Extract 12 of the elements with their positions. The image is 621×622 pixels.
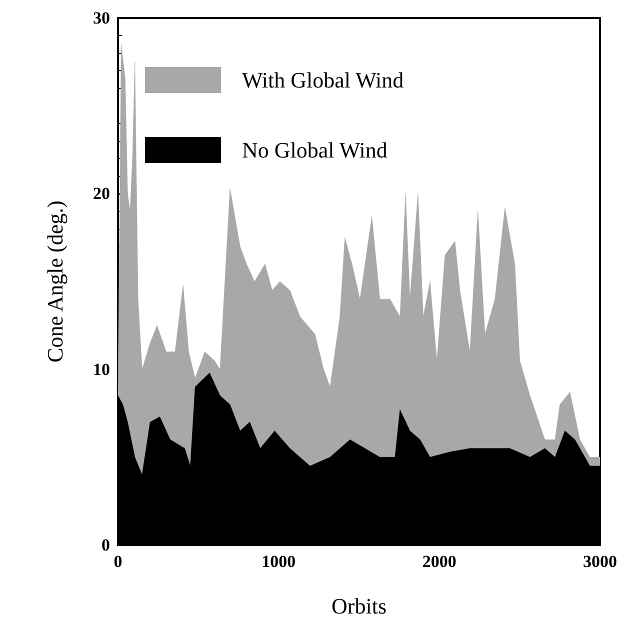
x-tick-label: 2000: [422, 552, 456, 571]
x-tick-label: 1000: [262, 552, 296, 571]
y-tick-label: 10: [93, 360, 110, 379]
y-tick-label: 0: [102, 536, 110, 554]
x-tick-label: 3000: [583, 552, 617, 571]
y-tick-label: 20: [93, 184, 110, 204]
legend-label: With Global Wind: [242, 68, 404, 92]
x-tick-label: 0: [114, 552, 122, 571]
y-tick-label: 30: [93, 8, 110, 28]
y-axis-title: Cone Angle (deg.): [42, 200, 68, 362]
x-axis-title: Orbits: [332, 594, 386, 618]
legend-label: No Global Wind: [242, 138, 388, 162]
